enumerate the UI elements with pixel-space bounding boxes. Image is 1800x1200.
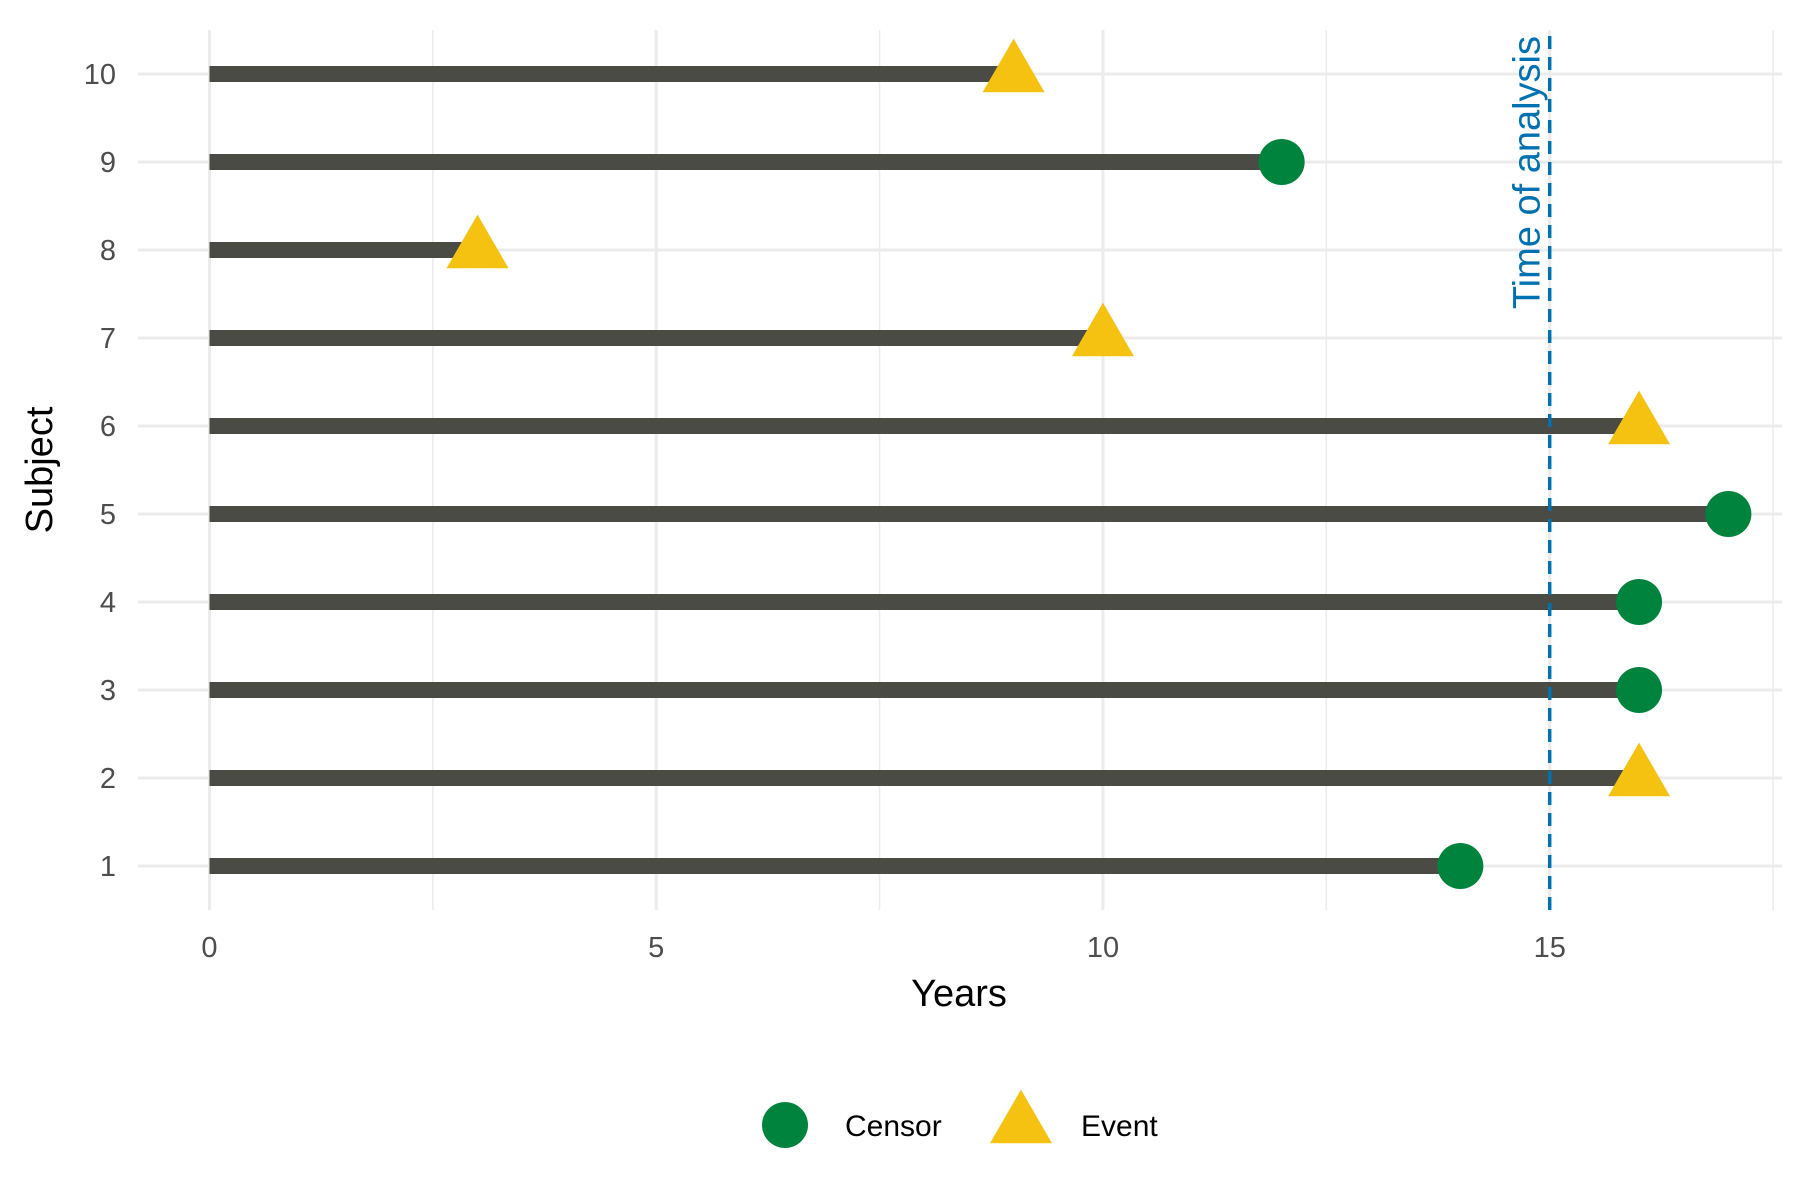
- y-tick-label: 7: [100, 323, 116, 355]
- x-tick-label: 5: [648, 932, 664, 964]
- event-marker: [1608, 390, 1671, 445]
- event-marker: [982, 38, 1045, 93]
- y-tick-label: 3: [100, 675, 116, 707]
- x-tick-label: 15: [1534, 932, 1566, 964]
- y-tick-label: 1: [100, 851, 116, 883]
- legend-key-censor: [762, 1102, 808, 1148]
- censor-marker: [1616, 667, 1663, 713]
- x-axis-title: Years: [911, 973, 1007, 1015]
- tick-labels: 0 5 10 15 1 2 3 4 5 6 7 8 9 10: [84, 59, 1566, 964]
- legend-label-censor: Censor: [845, 1110, 942, 1143]
- censor-marker: [1616, 579, 1663, 625]
- subject-bars: [209, 66, 1729, 874]
- x-tick-label: 10: [1087, 932, 1119, 964]
- censor-marker: [1437, 843, 1484, 889]
- y-axis-title: Subject: [19, 406, 61, 533]
- legend-key-event: [990, 1089, 1052, 1144]
- y-tick-label: 10: [84, 59, 116, 91]
- censor-marker: [1705, 491, 1752, 537]
- censor-marker: [1258, 139, 1305, 185]
- event-marker: [446, 214, 509, 269]
- legend: Censor Event: [762, 1089, 1158, 1148]
- y-tick-label: 2: [100, 763, 116, 795]
- status-markers: [446, 38, 1752, 889]
- y-tick-label: 5: [100, 499, 116, 531]
- y-tick-label: 8: [100, 235, 116, 267]
- reference-line-label: Time of analysis: [1507, 36, 1549, 309]
- y-tick-label: 4: [100, 587, 116, 619]
- y-tick-label: 6: [100, 411, 116, 443]
- x-tick-label: 0: [201, 932, 217, 964]
- event-marker: [1608, 742, 1671, 797]
- event-marker: [1071, 302, 1134, 357]
- y-tick-label: 9: [100, 147, 116, 179]
- legend-label-event: Event: [1081, 1110, 1158, 1143]
- reference-line-group: Time of analysis: [1507, 36, 1552, 910]
